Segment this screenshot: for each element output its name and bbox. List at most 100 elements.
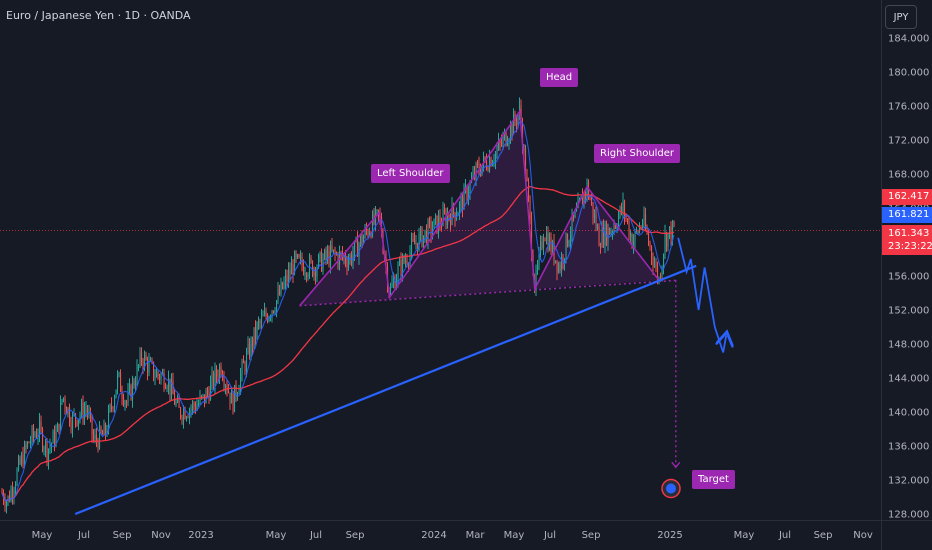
- current-price: 161.343: [888, 228, 930, 239]
- moving-average-short-line: [1, 119, 675, 502]
- candle-body-127: [192, 402, 194, 409]
- candle-body-45: [69, 407, 71, 424]
- candle-body-46: [70, 423, 72, 430]
- candle-body-436: [655, 264, 657, 266]
- candle-body-399: [600, 246, 602, 248]
- candle-body-235: [354, 241, 356, 254]
- candle-body-379: [570, 234, 572, 242]
- candle-body-309: [465, 186, 467, 188]
- candle-body-377: [567, 233, 569, 246]
- candle-body-209: [315, 268, 317, 277]
- candle-body-66: [100, 426, 102, 433]
- candle-body-212: [319, 252, 321, 256]
- candle-body-195: [294, 252, 296, 275]
- candle-body-329: [495, 152, 497, 162]
- candle-body-418: [628, 221, 630, 237]
- candle-body-27: [42, 429, 44, 450]
- candle-body-317: [477, 163, 479, 165]
- candle-body-284: [427, 221, 429, 243]
- moving-average-long-line: [1, 186, 675, 502]
- x-tick-9: Mar: [466, 530, 486, 541]
- candle-body-394: [592, 202, 594, 218]
- candle-body-383: [576, 208, 578, 211]
- candle-body-163: [246, 352, 248, 371]
- candle-body-266: [400, 260, 402, 275]
- candle-body-369: [555, 260, 557, 262]
- candle-body-53: [81, 403, 83, 415]
- candle-body-332: [499, 141, 501, 143]
- candle-body-159: [240, 374, 242, 390]
- candle-body-172: [259, 321, 261, 323]
- candle-body-43: [66, 407, 68, 415]
- candle-body-428: [643, 214, 645, 224]
- candle-body-288: [433, 218, 435, 230]
- candle-body-125: [189, 410, 191, 418]
- candle-body-321: [483, 156, 485, 166]
- y-tick-9: 144.000: [888, 374, 929, 385]
- candle-body-59: [90, 412, 92, 416]
- candle-body-192: [289, 269, 291, 275]
- candle-body-265: [399, 260, 401, 266]
- candle-body-308: [463, 187, 465, 210]
- candle-body-344: [517, 115, 519, 125]
- candle-body-83: [126, 401, 128, 403]
- candle-body-152: [229, 392, 231, 404]
- candle-body-433: [651, 246, 653, 258]
- candle-body-271: [408, 264, 410, 266]
- candle-body-219: [330, 245, 332, 266]
- candle-body-117: [177, 399, 179, 402]
- candle-body-366: [550, 237, 552, 253]
- candle-body-247: [372, 214, 374, 237]
- candle-body-77: [117, 373, 119, 390]
- candle-body-403: [606, 224, 608, 244]
- candle-body-262: [394, 279, 396, 289]
- candle-body-292: [439, 216, 441, 225]
- candle-body-147: [222, 374, 224, 380]
- candle-body-228: [343, 256, 345, 258]
- y-tick-8: 148.000: [888, 340, 929, 351]
- candle-body-406: [610, 232, 612, 235]
- candle-body-28: [43, 448, 45, 450]
- candle-body-448: [673, 221, 675, 227]
- candle-body-243: [366, 228, 368, 231]
- candle-body-184: [277, 290, 279, 301]
- candle-body-267: [402, 256, 404, 275]
- candle-body-395: [594, 214, 596, 218]
- candle-body-21: [33, 427, 35, 436]
- candle-body-215: [324, 250, 326, 259]
- neckline: [299, 279, 679, 307]
- candle-body-129: [195, 406, 197, 411]
- candle-body-47: [72, 414, 74, 430]
- candle-body-280: [421, 227, 423, 247]
- candle-body-311: [468, 193, 470, 200]
- candle-body-316: [475, 163, 477, 179]
- x-tick-13: 2025: [657, 530, 682, 541]
- candle-body-113: [171, 380, 173, 395]
- candle-body-76: [115, 389, 117, 398]
- candle-body-52: [79, 414, 81, 419]
- candle-body-160: [241, 361, 243, 375]
- candle-body-273: [411, 239, 413, 253]
- candle-body-295: [444, 209, 446, 213]
- candle-body-385: [579, 198, 581, 200]
- candle-body-15: [24, 444, 26, 467]
- candle-body-356: [535, 270, 537, 291]
- candle-body-300: [451, 203, 453, 225]
- candle-body-435: [654, 264, 656, 267]
- candle-body-402: [604, 224, 606, 246]
- candle-body-220: [331, 245, 333, 251]
- currency-button[interactable]: JPY: [885, 5, 917, 29]
- candle-body-380: [571, 214, 573, 235]
- candle-body-139: [210, 382, 212, 401]
- candle-body-438: [658, 278, 660, 280]
- candle-body-427: [642, 223, 644, 228]
- candle-body-216: [325, 250, 327, 259]
- candle-body-362: [544, 239, 546, 241]
- candle-body-210: [316, 267, 318, 277]
- price-axis-divider: [881, 0, 882, 550]
- candle-body-32: [49, 446, 51, 450]
- candle-body-336: [505, 132, 507, 146]
- candle-body-234: [352, 253, 354, 263]
- candle-body-96: [145, 355, 147, 360]
